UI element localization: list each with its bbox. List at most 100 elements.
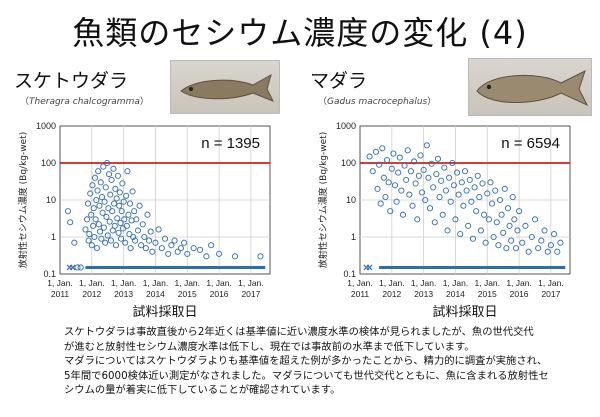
data-point [390,150,397,157]
data-point [155,226,162,233]
x-tick-label: 2013 [414,289,433,299]
data-point [466,176,473,183]
data-point [455,191,462,198]
data-point [516,208,523,215]
data-point [377,200,384,207]
y-tick-label: 0.1 [343,269,356,279]
data-point [376,161,383,168]
data-point [436,194,443,201]
data-point [102,239,109,246]
data-point [174,248,181,255]
data-point [133,216,140,223]
data-point [138,242,145,249]
data-point [125,211,132,218]
data-point [82,226,89,233]
caption-line: マダラについてはスケトウダラよりも基準値を超えた例が多かったことから、精力的に調… [64,355,548,367]
pollock-fish-icon [180,73,275,102]
data-point [93,245,100,252]
data-point [473,208,480,215]
nd-marker-stroke [366,264,373,271]
data-point [412,180,419,187]
data-point [407,168,414,175]
data-point [414,216,421,223]
data-point [388,165,395,172]
data-point [177,245,184,252]
data-point [383,157,391,164]
data-point [119,180,126,187]
data-point [391,182,399,189]
data-point [385,179,392,186]
data-point [93,196,100,204]
data-point [161,235,169,242]
data-point [479,180,486,187]
data-point [203,253,210,260]
data-point [509,194,516,201]
data-point [500,229,507,236]
data-point [116,189,123,196]
data-point [434,155,442,162]
data-point [142,245,149,252]
x-tick-label: 1, Jan. [506,278,532,288]
data-point [102,184,109,191]
data-point [85,237,92,244]
data-point [525,248,532,255]
data-point [382,194,389,201]
data-point [460,202,467,209]
caption-line: シウムの量が着実に低下していることが確認されています。 [64,384,341,396]
caption-line: が進むと放射性セシウム濃度水準は低下し、現在では事故前の水準まで低下しています。 [64,340,475,353]
x-tick-label: 2014 [446,289,465,299]
data-point [131,208,138,215]
data-point [95,221,102,228]
data-point [406,191,413,198]
data-point [409,202,416,209]
y-axis-label: 放射性セシウム濃度 (Bq/kg-wet) [17,132,29,268]
data-point [116,202,123,209]
data-point [74,264,81,271]
data-point [522,222,529,229]
data-point [458,179,465,186]
x-tick-label: 1, Jan. [175,278,201,288]
data-point [86,231,93,238]
data-point [152,239,159,246]
data-point [139,221,146,228]
x-tick-label: 2017 [241,289,260,299]
x-tick-label: 1, Jan. [411,278,437,288]
data-point [184,250,191,257]
data-point [417,152,424,159]
data-point [114,172,121,179]
x-tick-label: 1, Jan. [379,278,405,288]
data-point [508,237,515,244]
data-point [438,177,445,184]
data-point [439,211,446,218]
x-tick-label: 2011 [351,289,370,299]
data-point [111,222,118,229]
cod-fish-icon [476,70,589,107]
data-point [95,168,102,175]
x-tick-label: 2013 [114,289,133,299]
x-tick-label: 2012 [82,289,101,299]
data-point [484,190,491,197]
data-point [64,208,72,215]
x-tick-label: 1, Jan. [347,278,373,288]
data-point [442,187,449,194]
data-point [551,231,558,238]
data-point [423,142,430,149]
sample-count-annotation: n = 1395 [201,135,260,152]
data-point [418,189,426,196]
x-tick-label: 2016 [510,289,529,299]
data-point [88,242,95,249]
data-point [547,242,554,249]
data-point [147,228,154,235]
data-point [430,184,437,191]
data-point [92,216,99,223]
data-point [84,200,92,207]
data-point [171,237,178,244]
data-point [136,202,143,209]
data-point [120,198,127,205]
data-point [100,163,107,170]
data-point [89,182,96,189]
data-point [88,211,95,218]
data-point [90,222,97,229]
data-point [97,228,104,235]
